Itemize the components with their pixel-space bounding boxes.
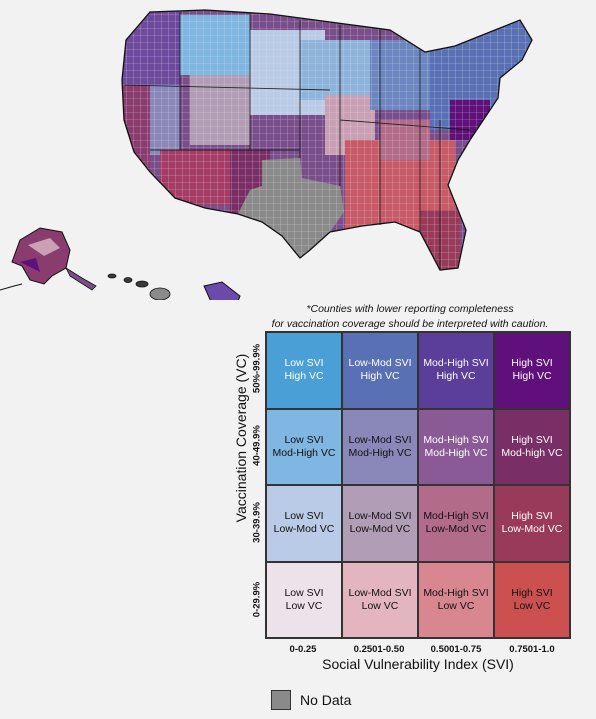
legend-cell: High SVI Low-Mod VC	[494, 485, 570, 562]
no-data-label: No Data	[300, 692, 352, 708]
legend-cell: Mod-High SVI Mod-High VC	[418, 408, 494, 485]
legend-cell-svi-text: Low-Mod SVI	[348, 510, 412, 523]
legend-cell: Mod-High SVI Low-Mod VC	[418, 485, 494, 562]
svi-level-label: 0.2501-0.50	[353, 644, 405, 655]
legend-cell-svi-text: Low-Mod SVI	[348, 433, 412, 446]
puerto-rico	[203, 281, 241, 300]
legend-cell-vc-text: High VC	[512, 370, 552, 383]
vc-level-label: 50%-99.9%	[251, 343, 263, 394]
svi-level-label: 0.5001-0.75	[430, 644, 482, 655]
svi-axis-title: Social Vulnerability Index (SVI)	[322, 656, 514, 672]
legend-cell-vc-text: High VC	[360, 370, 400, 383]
vc-axis-title: Vaccination Coverage (VC)	[233, 353, 249, 523]
legend-cell: High SVI Mod-high VC	[494, 408, 570, 485]
legend-cell-vc-text: Low-Mod VC	[501, 523, 563, 536]
legend-cell: Low-Mod SVI Low-Mod VC	[342, 485, 418, 562]
legend-note-line2: for vaccination coverage should be inter…	[271, 318, 549, 330]
legend-cell-vc-text: High VC	[284, 370, 324, 383]
vc-level-label: 30-39.9%	[251, 502, 263, 543]
legend-cell-svi-text: Low-Mod SVI	[348, 357, 412, 370]
legend-cell: Low-Mod SVI High VC	[342, 332, 418, 409]
alaska	[0, 227, 97, 291]
legend-cell-vc-text: Low VC	[285, 599, 323, 612]
legend-cell-vc-text: Mod-high VC	[501, 446, 563, 459]
legend-cell-svi-text: Mod-High SVI	[423, 510, 489, 523]
legend-cell-vc-text: Low-Mod VC	[273, 523, 335, 536]
legend-cell-svi-text: High SVI	[511, 586, 553, 599]
legend-cell: Low-Mod SVI Low VC	[342, 561, 418, 638]
no-data-swatch	[271, 690, 291, 710]
legend-cell-svi-text: Low SVI	[284, 357, 324, 370]
legend-cell: High SVI Low VC	[494, 561, 570, 638]
legend-cell-vc-text: Mod-High VC	[348, 446, 412, 459]
legend-cell: Low SVI High VC	[266, 332, 342, 409]
legend-cell-vc-text: Low VC	[361, 599, 399, 612]
legend-cell: Low SVI Low-Mod VC	[266, 485, 342, 562]
legend-cell-vc-text: Low VC	[513, 599, 551, 612]
legend-cell-vc-text: Mod-High VC	[424, 446, 488, 459]
vc-level-label: 40-49.9%	[251, 425, 263, 466]
legend-cell-vc-text: Low-Mod VC	[425, 523, 487, 536]
legend-cell-vc-text: Low-Mod VC	[349, 523, 411, 536]
legend-cell-svi-text: Low SVI	[284, 433, 324, 446]
legend-cell-vc-text: Mod-High VC	[272, 446, 336, 459]
legend-cell-svi-text: High SVI	[511, 433, 553, 446]
legend-cell: Mod-High SVI Low VC	[418, 561, 494, 638]
legend-cell: Mod-High SVI High VC	[418, 332, 494, 409]
legend-cell-svi-text: Mod-High SVI	[423, 586, 489, 599]
legend-cell: High SVI High VC	[494, 332, 570, 409]
legend-cell: Low SVI Mod-High VC	[266, 408, 342, 485]
svi-level-label: 0.7501-1.0	[509, 644, 555, 655]
hawaii	[107, 273, 171, 300]
us-county-map	[0, 9, 533, 300]
legend-cell-vc-text: Low VC	[437, 599, 475, 612]
legend-cell-svi-text: Low SVI	[284, 586, 324, 599]
legend-cell-svi-text: Mod-High SVI	[423, 433, 489, 446]
bivariate-legend-grid: Low SVI High VC Low-Mod SVI High VC Mod-High…	[265, 331, 571, 639]
legend-note-line1: *Counties with lower reporting completen…	[306, 303, 514, 315]
legend-cell-vc-text: High VC	[436, 370, 476, 383]
svi-level-label: 0-0.25	[289, 644, 317, 655]
legend-cell-svi-text: High SVI	[511, 510, 553, 523]
legend-cell: Low-Mod SVI Mod-High VC	[342, 408, 418, 485]
legend-cell-svi-text: Low SVI	[284, 510, 324, 523]
legend-cell-svi-text: Mod-High SVI	[423, 357, 489, 370]
legend-cell: Low SVI Low VC	[266, 561, 342, 638]
vc-level-label: 0-29.9%	[251, 581, 263, 618]
legend-cell-svi-text: Low-Mod SVI	[348, 586, 412, 599]
conus	[122, 10, 532, 270]
legend-cell-svi-text: High SVI	[511, 357, 553, 370]
